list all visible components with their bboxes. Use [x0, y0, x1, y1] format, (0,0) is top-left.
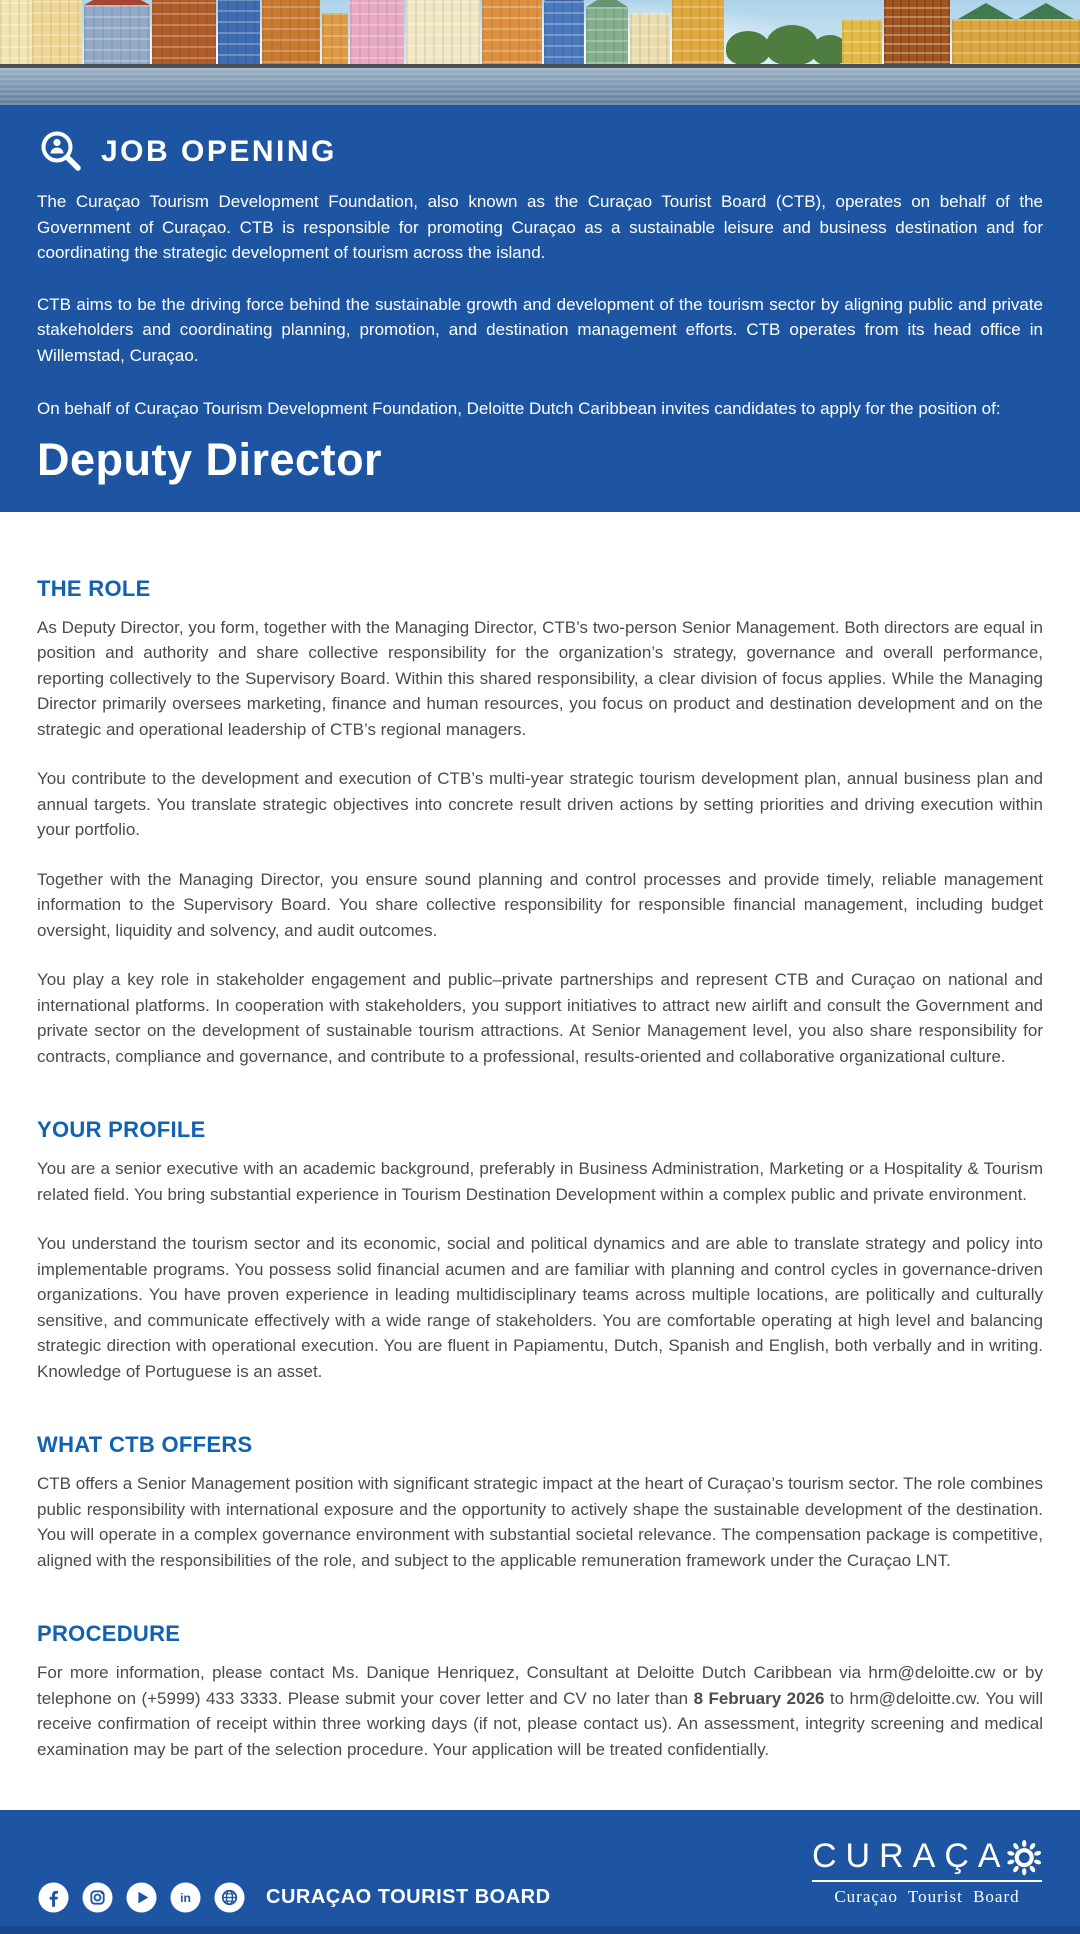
section-heading: YOUR PROFILE [37, 1117, 206, 1142]
building [672, 0, 724, 65]
section-procedure: PROCEDURE For more information, please c… [37, 1621, 1043, 1762]
building [586, 7, 628, 65]
tower-building [884, 0, 950, 65]
role-paragraph-1: As Deputy Director, you form, together w… [37, 617, 1043, 739]
procedure-text: For more information, please contact Ms.… [37, 1663, 1043, 1708]
role-paragraph-2: You contribute to the development and ex… [37, 769, 1043, 839]
board-label: CURAÇAO TOURIST BOARD [266, 1886, 551, 1908]
instagram-icon[interactable] [82, 1882, 113, 1913]
procedure-text: to hrm@deloitte.cw. You will receive con… [37, 1688, 1043, 1759]
roof [586, 0, 628, 7]
social-row: in CURAÇAO TOURIST BOARD [38, 1882, 551, 1913]
roof [1018, 3, 1074, 19]
water [0, 68, 1080, 105]
building [322, 13, 348, 65]
section-heading: PROCEDURE [37, 1621, 181, 1646]
intro-paragraph-1: The Curaçao Tourism Development Foundati… [37, 192, 1043, 262]
role-paragraph-3: Together with the Managing Director, you… [37, 869, 1043, 940]
facebook-icon[interactable] [38, 1882, 69, 1913]
deadline-date: 8 February 2026 [693, 1688, 825, 1708]
building [84, 5, 150, 65]
building [842, 19, 882, 65]
intro-paragraph-2: CTB aims to be the driving force behind … [37, 294, 1043, 365]
procedure-paragraph-1: For more information, please contact Ms.… [37, 1660, 1043, 1762]
tree [726, 31, 770, 65]
quay-edge [0, 64, 1080, 69]
section-heading: THE ROLE [37, 575, 151, 601]
linkedin-icon[interactable]: in [170, 1882, 201, 1913]
logo-divider [812, 1880, 1042, 1882]
building [0, 0, 34, 65]
section-the-role: THE ROLE As Deputy Director, you form, t… [37, 576, 1043, 1070]
building [630, 13, 670, 65]
job-search-icon [41, 131, 81, 171]
building [952, 19, 1080, 65]
invite-line: On behalf of Curaçao Tourism Development… [37, 399, 1001, 418]
position-title: Deputy Director [37, 433, 383, 485]
profile-paragraph-2: You understand the tourism sector and it… [37, 1234, 1043, 1381]
roof [958, 3, 1014, 19]
building [32, 0, 82, 65]
website-globe-icon[interactable] [214, 1882, 245, 1913]
building [406, 0, 480, 65]
building [544, 1, 584, 65]
curacao-logo: CURAÇA C [812, 1836, 1042, 1907]
profile-paragraph-1: You are a senior executive with an acade… [37, 1159, 1043, 1204]
curacao-wordmark: CURAÇA [812, 1836, 1042, 1876]
tree [766, 25, 818, 65]
roof [544, 0, 584, 1]
banner-title: JOB OPENING [101, 135, 337, 168]
intro-banner: JOB OPENING The Curaçao Tourism Developm… [0, 105, 1080, 512]
building [482, 0, 542, 65]
section-what-ctb-offers: WHAT CTB OFFERS CTB offers a Senior Mana… [37, 1432, 1043, 1573]
header-photo [0, 0, 1080, 105]
section-your-profile: YOUR PROFILE You are a senior executive … [37, 1117, 1043, 1384]
roof [84, 0, 150, 5]
youtube-icon[interactable] [126, 1882, 157, 1913]
offers-paragraph-1: CTB offers a Senior Management position … [37, 1474, 1043, 1570]
sun-icon [1006, 1839, 1041, 1876]
section-heading: WHAT CTB OFFERS [37, 1432, 253, 1457]
building [218, 0, 260, 65]
building [350, 0, 404, 65]
job-description-body: THE ROLE As Deputy Director, you form, t… [0, 512, 1080, 1811]
building [152, 0, 216, 65]
role-paragraph-4: You play a key role in stakeholder engag… [37, 970, 1043, 1066]
building [262, 0, 320, 65]
wordmark-text: CURAÇA [812, 1836, 1010, 1875]
footer: CURAÇA C [0, 1810, 1080, 1934]
svg-text:in: in [180, 1891, 191, 1905]
banner-title-row: JOB OPENING [37, 127, 1043, 177]
logo-tagline: Curaçao Tourist Board [834, 1887, 1020, 1906]
